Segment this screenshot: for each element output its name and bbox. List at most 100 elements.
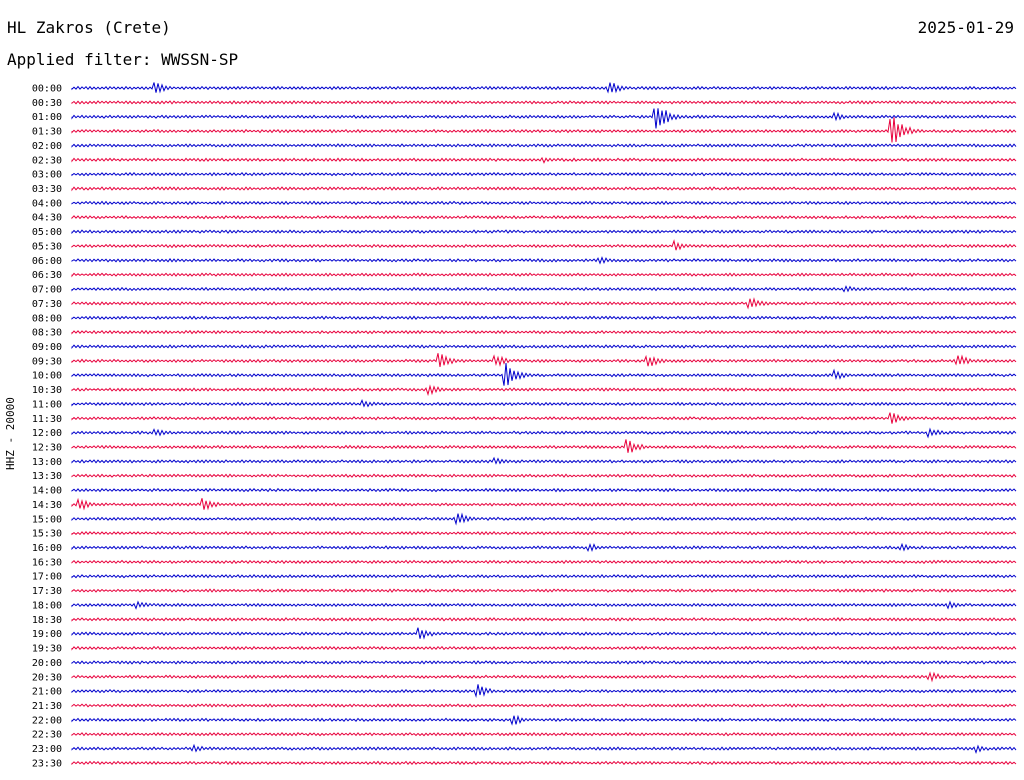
trace-line bbox=[71, 627, 1017, 640]
trace-line bbox=[71, 731, 1017, 737]
time-tick-label: 02:00 bbox=[32, 141, 62, 152]
trace-line bbox=[71, 214, 1017, 220]
trace-line bbox=[71, 117, 1017, 143]
time-tick-label: 03:00 bbox=[32, 170, 62, 181]
trace-line bbox=[71, 660, 1017, 665]
time-tick-label: 23:00 bbox=[32, 744, 62, 755]
trace-line bbox=[71, 344, 1017, 349]
station-title: HL Zakros (Crete) bbox=[7, 18, 171, 37]
time-tick-label: 06:00 bbox=[32, 256, 62, 267]
time-tick-label: 01:00 bbox=[32, 112, 62, 123]
trace-line bbox=[71, 100, 1017, 105]
trace-line bbox=[71, 239, 1017, 251]
trace-line bbox=[71, 229, 1017, 235]
time-tick-label: 14:00 bbox=[32, 486, 62, 497]
time-tick-label: 13:30 bbox=[32, 471, 62, 482]
time-tick-label: 02:30 bbox=[32, 155, 62, 166]
trace-line bbox=[71, 542, 1017, 552]
time-tick-label: 05:00 bbox=[32, 227, 62, 238]
trace-line bbox=[71, 497, 1017, 511]
trace-line bbox=[71, 439, 1017, 453]
trace-line bbox=[71, 186, 1017, 192]
trace-line bbox=[71, 363, 1017, 386]
time-tick-label: 12:00 bbox=[32, 428, 62, 439]
trace-line bbox=[71, 200, 1017, 206]
trace-line bbox=[71, 108, 1017, 129]
trace-line bbox=[71, 285, 1017, 293]
trace-line bbox=[71, 156, 1017, 164]
trace-line bbox=[71, 82, 1017, 94]
time-tick-label: 21:00 bbox=[32, 687, 62, 698]
time-tick-label: 20:00 bbox=[32, 658, 62, 669]
trace-line bbox=[71, 703, 1017, 708]
trace-line bbox=[71, 427, 1017, 439]
time-tick-label: 04:00 bbox=[32, 198, 62, 209]
time-tick-label: 10:00 bbox=[32, 371, 62, 382]
trace-line bbox=[71, 272, 1017, 278]
trace-line bbox=[71, 456, 1017, 465]
time-tick-label: 11:30 bbox=[32, 414, 62, 425]
time-tick-label: 17:30 bbox=[32, 586, 62, 597]
time-tick-label: 07:30 bbox=[32, 299, 62, 310]
trace-line bbox=[71, 588, 1017, 593]
time-tick-label: 16:00 bbox=[32, 543, 62, 554]
time-tick-label: 08:30 bbox=[32, 328, 62, 339]
time-tick-label: 19:00 bbox=[32, 629, 62, 640]
time-tick-label: 05:30 bbox=[32, 241, 62, 252]
time-tick-label: 10:30 bbox=[32, 385, 62, 396]
time-tick-label: 16:30 bbox=[32, 557, 62, 568]
time-tick-label: 03:30 bbox=[32, 184, 62, 195]
time-tick-label: 00:30 bbox=[32, 98, 62, 109]
trace-line bbox=[71, 573, 1017, 579]
trace-line bbox=[71, 399, 1017, 408]
time-tick-label: 23:30 bbox=[32, 758, 62, 769]
time-tick-label: 21:30 bbox=[32, 701, 62, 712]
time-tick-label: 11:00 bbox=[32, 399, 62, 410]
trace-line bbox=[71, 384, 1017, 397]
trace-line bbox=[71, 530, 1017, 536]
time-tick-label: 18:30 bbox=[32, 615, 62, 626]
trace-line bbox=[71, 600, 1017, 610]
time-tick-label: 18:00 bbox=[32, 600, 62, 611]
time-tick-label: 08:00 bbox=[32, 313, 62, 324]
trace-line bbox=[71, 559, 1017, 565]
trace-line bbox=[71, 684, 1017, 698]
trace-line bbox=[71, 714, 1017, 726]
trace-line bbox=[71, 329, 1017, 335]
trace-line bbox=[71, 473, 1017, 478]
trace-line bbox=[71, 645, 1017, 651]
time-tick-label: 01:30 bbox=[32, 127, 62, 138]
trace-line bbox=[71, 671, 1017, 683]
trace-line bbox=[71, 171, 1017, 177]
time-tick-label: 06:30 bbox=[32, 270, 62, 281]
trace-line bbox=[71, 412, 1017, 424]
trace-line bbox=[71, 617, 1017, 622]
time-tick-label: 09:00 bbox=[32, 342, 62, 353]
time-tick-label: 00:00 bbox=[32, 84, 62, 95]
date-label: 2025-01-29 bbox=[917, 18, 1014, 37]
time-tick-label: 17:00 bbox=[32, 572, 62, 583]
time-tick-label: 22:00 bbox=[32, 715, 62, 726]
time-tick-label: 22:30 bbox=[32, 730, 62, 741]
time-tick-label: 19:30 bbox=[32, 644, 62, 655]
trace-line bbox=[71, 743, 1017, 755]
trace-line bbox=[71, 143, 1017, 148]
trace-line bbox=[71, 256, 1017, 265]
trace-line bbox=[71, 315, 1017, 321]
trace-line bbox=[71, 297, 1017, 310]
time-tick-label: 13:00 bbox=[32, 457, 62, 468]
trace-line bbox=[71, 487, 1017, 493]
trace-line bbox=[71, 353, 1017, 367]
time-tick-label: 07:00 bbox=[32, 285, 62, 296]
time-tick-label: 20:30 bbox=[32, 672, 62, 683]
time-tick-label: 15:30 bbox=[32, 529, 62, 540]
filter-label: Applied filter: WWSSN-SP bbox=[7, 50, 239, 69]
time-tick-label: 04:30 bbox=[32, 213, 62, 224]
trace-line bbox=[71, 512, 1017, 526]
time-tick-label: 09:30 bbox=[32, 356, 62, 367]
trace-line bbox=[71, 760, 1017, 766]
time-tick-label: 14:30 bbox=[32, 500, 62, 511]
time-tick-label: 15:00 bbox=[32, 514, 62, 525]
time-tick-label: 12:30 bbox=[32, 443, 62, 454]
